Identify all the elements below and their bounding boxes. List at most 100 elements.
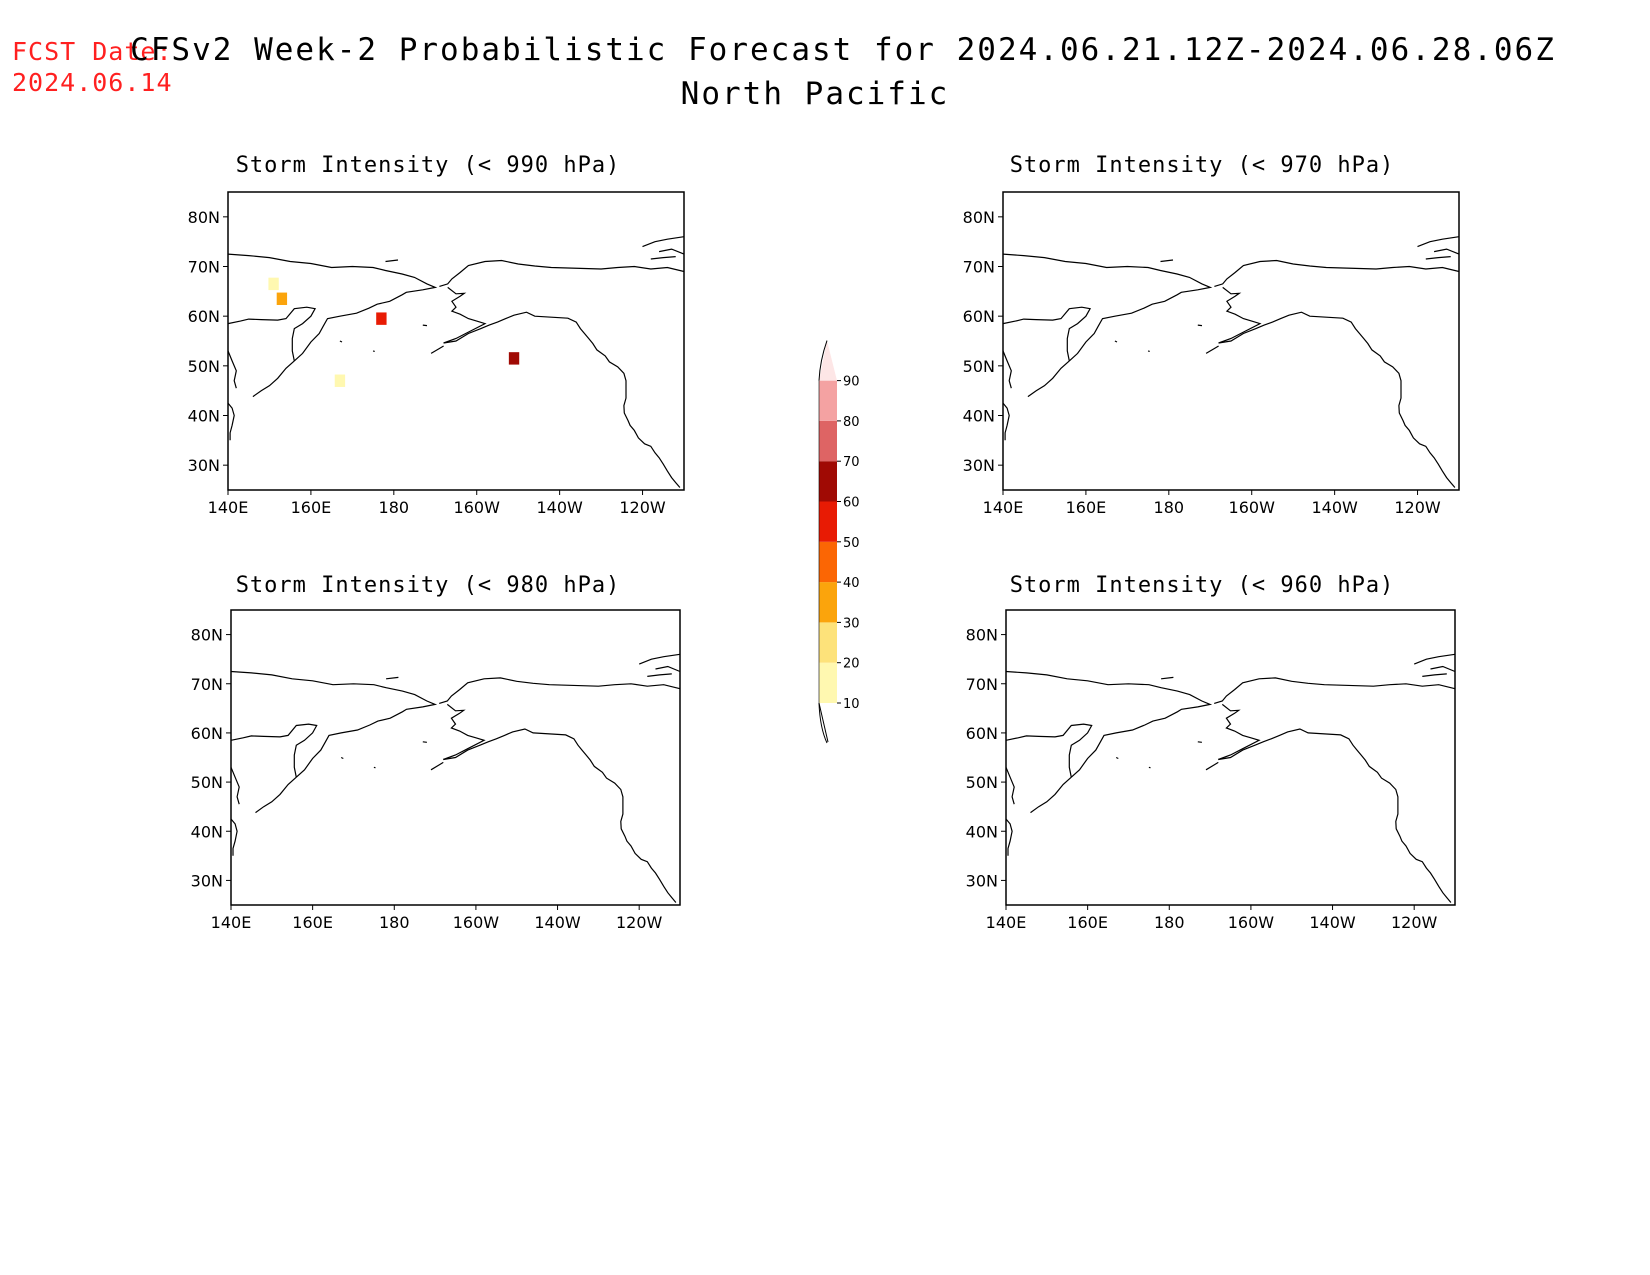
y-tick-label: 60N (188, 307, 220, 326)
coastline (340, 756, 344, 760)
x-tick-label: 180 (1154, 913, 1185, 932)
coastline (1005, 723, 1093, 778)
y-tick-label: 50N (188, 357, 220, 376)
coastline (1214, 259, 1460, 287)
coastline (227, 350, 237, 389)
y-tick-label: 70N (188, 258, 220, 277)
coastline (230, 767, 240, 805)
probability-cell (334, 374, 346, 387)
y-tick-label: 50N (963, 357, 995, 376)
coastline (385, 259, 399, 263)
y-tick-label: 60N (966, 724, 998, 743)
x-tick-label: 160E (292, 913, 333, 932)
map-panel-990-hpa: 140E 160E 180 160W 140W 120W 30N 40N 50N 60N 70N 80… (188, 191, 685, 517)
coastline (1425, 256, 1451, 260)
coastline (227, 402, 235, 441)
coastline (1147, 350, 1150, 352)
x-tick-label: 160W (454, 498, 501, 517)
coastline (230, 818, 238, 856)
y-tick-label: 30N (188, 456, 220, 475)
x-tick-label: 140W (536, 498, 583, 517)
x-tick-label: 140W (534, 913, 581, 932)
y-tick-label: 40N (188, 407, 220, 426)
colorbar-label: 90 (843, 375, 860, 390)
colorbar-upper-curve (818, 340, 828, 381)
coastline (1160, 259, 1174, 263)
map-panel-970-hpa: 140E 160E 180 160W 140W 120W 30N 40N 50N 60N 70N 80… (963, 191, 1460, 517)
coastline (647, 673, 672, 677)
coastline (443, 703, 486, 761)
coastline (1218, 703, 1261, 761)
y-tick-label: 70N (963, 258, 995, 277)
panel-title-970: Storm Intensity (< 970 hPa) (1009, 153, 1395, 178)
coastline (1422, 673, 1447, 677)
coastline (642, 236, 685, 248)
coastline (655, 665, 681, 673)
map-frame (230, 609, 681, 906)
x-tick-label: 180 (379, 498, 410, 517)
coastline (1027, 360, 1070, 398)
coastline (430, 345, 444, 354)
coastline (422, 741, 427, 743)
x-tick-label: 140E (208, 498, 249, 517)
panel-title-990: Storm Intensity (< 990 hPa) (235, 153, 621, 178)
y-tick-label: 30N (191, 871, 223, 890)
colorbar-segment (819, 420, 837, 462)
coastline (227, 306, 317, 362)
coastline (443, 728, 677, 903)
coastline (1005, 767, 1015, 805)
colorbar-segment (819, 541, 837, 583)
y-tick-label: 80N (963, 208, 995, 227)
x-tick-label: 160W (453, 913, 500, 932)
colorbar-segment (819, 622, 837, 663)
colorbar-segment (819, 582, 837, 623)
x-tick-label: 140W (1311, 498, 1358, 517)
coastline (1002, 306, 1092, 362)
coastline (638, 653, 681, 665)
coastline (1218, 311, 1456, 488)
x-tick-label: 180 (1154, 498, 1185, 517)
colorbar-label: 30 (843, 616, 860, 631)
coastline (230, 723, 318, 778)
x-tick-label: 140E (211, 913, 252, 932)
x-tick-label: 140E (983, 498, 1024, 517)
x-tick-label: 160W (1229, 498, 1276, 517)
y-tick-label: 30N (966, 871, 998, 890)
coastline (1214, 677, 1456, 704)
y-tick-label: 40N (966, 822, 998, 841)
coastline (1218, 286, 1262, 344)
page-subtitle: North Pacific (680, 76, 950, 112)
coastline (1197, 741, 1202, 743)
x-tick-label: 120W (616, 913, 663, 932)
coastline (1218, 728, 1452, 903)
coastline (1197, 324, 1203, 327)
probability-cell (508, 352, 520, 365)
y-tick-label: 40N (191, 822, 223, 841)
colorbar-upper-extend (819, 340, 837, 381)
coastline (230, 670, 438, 778)
y-tick-label: 80N (191, 626, 223, 645)
coastline (227, 253, 438, 362)
coastline (1114, 340, 1118, 343)
x-tick-label: 140E (986, 913, 1027, 932)
y-tick-label: 30N (963, 456, 995, 475)
coastline (1002, 253, 1213, 362)
coastline (1413, 653, 1456, 665)
coastline (430, 761, 444, 771)
coastline (1005, 818, 1013, 856)
y-tick-label: 50N (191, 773, 223, 792)
forecast-date-label: FCST Date: (12, 37, 173, 66)
colorbar-segment (819, 662, 837, 703)
coastline (252, 360, 295, 398)
y-tick-label: 70N (966, 675, 998, 694)
x-tick-label: 140W (1309, 913, 1356, 932)
map-panel-980-hpa: 140E 160E 180 160W 140W 120W 30N 40N 50N 60N 70N 80… (191, 609, 681, 932)
map-frame (227, 191, 685, 491)
coastline (1030, 776, 1072, 814)
colorbar-segment (819, 501, 837, 542)
x-tick-label: 180 (379, 913, 410, 932)
coastline (1430, 665, 1456, 673)
y-tick-label: 60N (191, 724, 223, 743)
colorbar: 10 20 30 40 50 60 70 80 90 (818, 340, 860, 744)
colorbar-lower-extend (818, 702, 829, 743)
